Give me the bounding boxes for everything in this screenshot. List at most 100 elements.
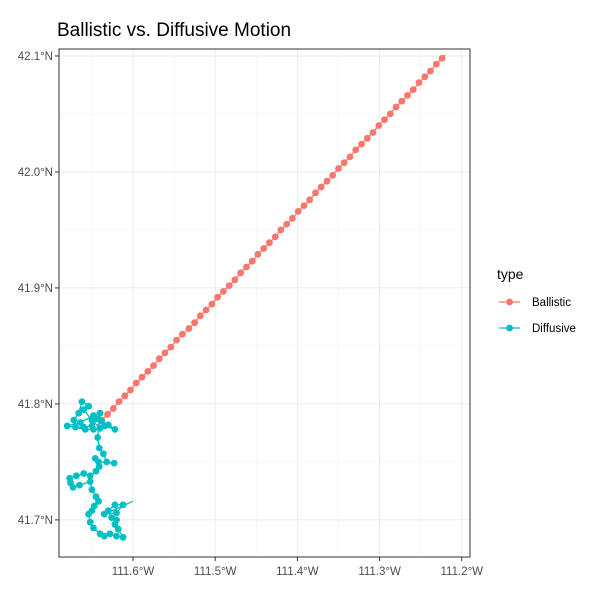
data-point-ballistic bbox=[254, 250, 262, 258]
x-tick-label: 111.2°W bbox=[441, 566, 484, 578]
data-point-diffusive bbox=[72, 472, 80, 480]
chart-title: Ballistic vs. Diffusive Motion bbox=[57, 20, 291, 41]
data-point-ballistic bbox=[340, 159, 348, 167]
data-point-ballistic bbox=[363, 134, 371, 142]
data-point-diffusive bbox=[95, 444, 103, 452]
y-tick-label: 41.9°N bbox=[18, 283, 53, 295]
data-point-ballistic bbox=[138, 373, 146, 381]
y-tick-label: 41.8°N bbox=[18, 399, 53, 411]
legend-key-point bbox=[506, 324, 513, 332]
data-point-ballistic bbox=[109, 405, 117, 412]
data-point-ballistic bbox=[260, 245, 268, 252]
data-point-diffusive bbox=[72, 423, 79, 431]
data-point-ballistic bbox=[185, 325, 193, 332]
legend-key-point bbox=[506, 298, 513, 306]
data-point-ballistic bbox=[144, 368, 152, 375]
panel-border bbox=[58, 48, 471, 558]
data-point-ballistic bbox=[398, 97, 406, 105]
data-point-diffusive bbox=[85, 510, 92, 518]
data-point-ballistic bbox=[208, 300, 216, 308]
y-tick-label: 41.7°N bbox=[18, 515, 53, 527]
data-point-ballistic bbox=[300, 202, 308, 210]
data-point-ballistic bbox=[202, 306, 210, 314]
data-point-ballistic bbox=[214, 293, 222, 301]
data-point-diffusive bbox=[75, 409, 83, 417]
data-point-diffusive bbox=[113, 532, 120, 540]
x-tick-label: 111.4°W bbox=[276, 566, 319, 578]
data-point-ballistic bbox=[248, 257, 256, 265]
data-point-ballistic bbox=[173, 336, 180, 344]
data-point-ballistic bbox=[289, 214, 296, 222]
data-point-diffusive bbox=[77, 419, 84, 426]
data-point-diffusive bbox=[92, 467, 100, 475]
data-point-diffusive bbox=[90, 426, 97, 433]
data-point-ballistic bbox=[404, 92, 411, 99]
data-point-ballistic bbox=[346, 153, 354, 161]
data-point-diffusive bbox=[108, 514, 115, 521]
data-point-ballistic bbox=[266, 239, 273, 247]
x-tick-label: 111.3°W bbox=[358, 566, 401, 578]
data-point-ballistic bbox=[323, 177, 331, 185]
data-point-ballistic bbox=[283, 220, 291, 228]
data-point-ballistic bbox=[243, 263, 250, 271]
data-point-diffusive bbox=[91, 455, 99, 462]
x-tick-label: 111.5°W bbox=[194, 566, 237, 578]
data-point-ballistic bbox=[438, 54, 446, 62]
data-point-ballistic bbox=[104, 410, 111, 418]
data-point-diffusive bbox=[81, 426, 89, 433]
legend-label: Ballistic bbox=[532, 297, 571, 309]
legend-label: Diffusive bbox=[532, 323, 576, 335]
data-point-diffusive bbox=[90, 412, 97, 419]
data-point-ballistic bbox=[375, 122, 383, 129]
series-layer bbox=[63, 54, 446, 541]
data-point-diffusive bbox=[85, 402, 92, 410]
data-point-ballistic bbox=[409, 86, 417, 93]
axes: 111.6°W 111.5°W 111.4°W 111.3°W 111.2°W 41.7°… bbox=[18, 51, 483, 578]
data-point-ballistic bbox=[167, 343, 175, 351]
data-point-diffusive bbox=[76, 481, 83, 489]
data-point-diffusive bbox=[63, 422, 71, 430]
data-point-diffusive bbox=[100, 450, 107, 458]
data-point-diffusive bbox=[96, 409, 104, 417]
data-point-ballistic bbox=[277, 226, 285, 234]
data-point-ballistic bbox=[225, 282, 233, 289]
data-point-ballistic bbox=[317, 183, 325, 191]
y-tick-label: 42.0°N bbox=[18, 167, 53, 179]
data-point-diffusive bbox=[90, 524, 97, 532]
data-point-diffusive bbox=[113, 509, 120, 517]
x-tick-label: 111.6°W bbox=[112, 566, 155, 578]
data-point-diffusive bbox=[100, 510, 108, 518]
data-point-ballistic bbox=[381, 116, 388, 124]
data-point-diffusive bbox=[80, 470, 88, 477]
data-point-diffusive bbox=[119, 501, 127, 509]
data-point-diffusive bbox=[106, 530, 114, 538]
data-point-ballistic bbox=[358, 140, 365, 148]
data-point-diffusive bbox=[86, 472, 94, 480]
data-point-diffusive bbox=[69, 484, 77, 491]
data-point-diffusive bbox=[111, 501, 119, 509]
data-point-ballistic bbox=[237, 269, 245, 277]
legend: type Ballistic Diffusive bbox=[497, 266, 576, 335]
data-point-ballistic bbox=[421, 73, 429, 81]
data-point-ballistic bbox=[432, 60, 440, 68]
data-point-diffusive bbox=[94, 434, 101, 441]
data-point-ballistic bbox=[427, 67, 434, 75]
data-point-ballistic bbox=[271, 233, 279, 241]
data-point-diffusive bbox=[80, 406, 88, 414]
data-point-ballistic bbox=[392, 103, 400, 111]
data-point-ballistic bbox=[312, 189, 319, 197]
data-point-diffusive bbox=[103, 458, 111, 466]
data-point-ballistic bbox=[155, 355, 163, 363]
data-point-diffusive bbox=[86, 478, 94, 485]
data-point-ballistic bbox=[161, 349, 169, 357]
data-point-diffusive bbox=[95, 463, 103, 470]
data-point-ballistic bbox=[127, 386, 134, 394]
data-point-diffusive bbox=[95, 497, 102, 505]
data-point-ballistic bbox=[329, 172, 337, 179]
data-point-ballistic bbox=[178, 330, 186, 338]
data-point-diffusive bbox=[110, 459, 118, 467]
data-point-ballistic bbox=[132, 379, 140, 387]
data-point-diffusive bbox=[78, 398, 86, 405]
panel-background bbox=[59, 49, 470, 557]
